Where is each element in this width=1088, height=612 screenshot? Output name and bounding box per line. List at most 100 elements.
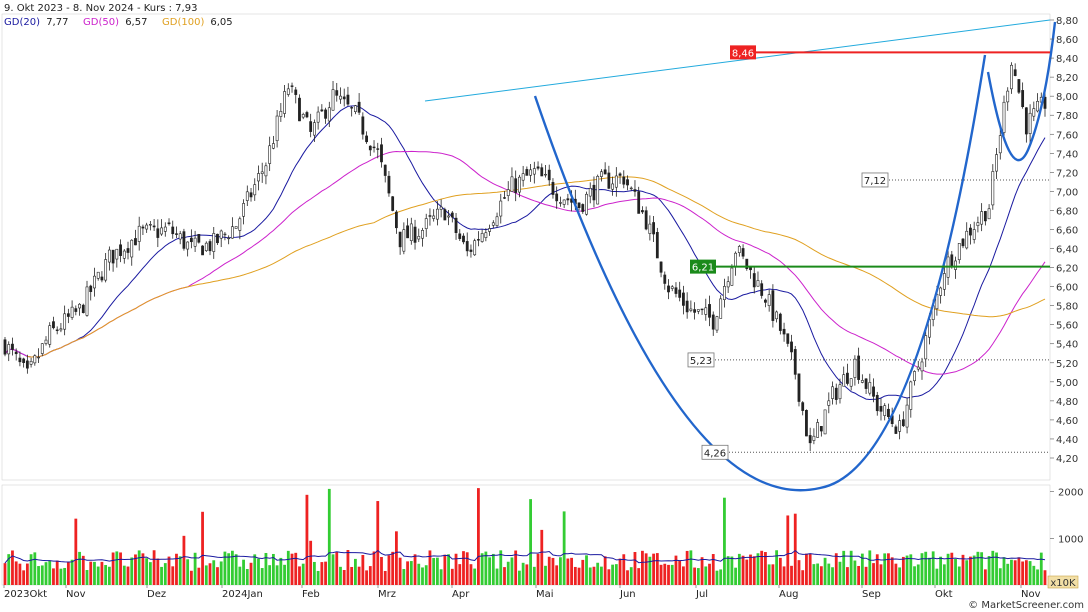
candle	[443, 207, 447, 221]
candle-body	[588, 188, 592, 197]
volume-bar	[126, 566, 130, 585]
candle	[723, 278, 726, 308]
candle-body	[842, 374, 846, 387]
candle-body	[428, 215, 432, 217]
candle	[409, 217, 413, 245]
volume-bar	[1039, 552, 1043, 585]
candle-body	[860, 380, 864, 383]
volume-bar	[439, 569, 443, 585]
candle-body	[566, 198, 570, 201]
price-tick-label: 8,20	[1056, 73, 1078, 84]
candle	[894, 424, 898, 435]
volume-bar	[96, 566, 100, 585]
volume-bar	[320, 562, 324, 585]
volume-bar	[1006, 563, 1010, 585]
volume-bar	[346, 550, 350, 585]
level-label-box	[690, 259, 716, 274]
price-tick-label: 6,00	[1056, 283, 1078, 294]
volume-bar	[808, 553, 812, 585]
candle-body	[536, 166, 540, 169]
candle	[1006, 87, 1010, 111]
candle-body	[879, 406, 883, 412]
candle-body	[857, 355, 861, 380]
chart-header: 9. Okt 2023 - 8. Nov 2024 - Kurs : 7,93 G…	[4, 3, 233, 28]
volume-bar	[887, 553, 890, 585]
candle	[603, 162, 607, 175]
candle	[301, 112, 305, 120]
volume-bar	[227, 553, 231, 585]
volume-bar	[741, 555, 745, 585]
volume-bar	[462, 551, 465, 585]
candle	[480, 229, 484, 243]
candle	[312, 119, 316, 142]
plot-area	[1, 13, 1051, 481]
candle-body	[96, 271, 100, 279]
volume-bar	[592, 566, 596, 585]
level-label: 7,12	[864, 176, 886, 187]
candle-body	[663, 274, 667, 284]
level-label: 6,21	[692, 263, 714, 274]
candle	[454, 213, 458, 240]
candle	[227, 235, 231, 245]
candle-body	[644, 210, 648, 230]
candle	[857, 347, 861, 384]
price-tick-label: 4,60	[1056, 416, 1078, 427]
candle-body	[413, 226, 417, 243]
price-tick-label: 8,60	[1056, 35, 1078, 46]
volume-bar	[991, 550, 995, 585]
volume-bar	[186, 559, 190, 585]
volume-bar	[406, 561, 409, 585]
volume-bar	[711, 554, 715, 585]
candle-body	[592, 184, 596, 201]
candle-body	[74, 308, 78, 312]
candle	[331, 80, 335, 111]
candle-body	[868, 382, 872, 394]
volume-bar	[518, 570, 521, 585]
candle	[111, 249, 115, 272]
volume-bar	[696, 568, 700, 585]
time-tick-label: Feb	[302, 589, 320, 600]
candle-body	[685, 300, 689, 313]
candle	[1017, 79, 1021, 95]
volume-bar	[801, 570, 805, 585]
candle	[693, 302, 697, 320]
candle-body	[25, 360, 29, 369]
candle	[197, 233, 201, 244]
candle	[939, 286, 943, 304]
level-8-46: 8,46	[730, 45, 1050, 60]
ma-20-line	[4, 105, 1046, 401]
volume-bar	[189, 570, 193, 585]
volume-bar	[305, 494, 309, 585]
time-tick-label: Nov	[66, 589, 86, 600]
candle-body	[648, 223, 652, 234]
candle	[208, 239, 212, 256]
candle	[219, 229, 223, 248]
candle	[1013, 63, 1017, 77]
candle	[555, 186, 559, 209]
volume-bar	[503, 567, 506, 585]
volume-bar	[100, 561, 104, 585]
candle	[790, 334, 793, 360]
candle	[245, 185, 249, 207]
volume-bar	[819, 566, 823, 585]
candle	[286, 83, 290, 97]
candle	[965, 222, 969, 250]
volume-bar	[786, 515, 790, 585]
candle-body	[920, 361, 924, 372]
candle-body	[670, 286, 674, 289]
candle	[592, 176, 596, 208]
level-label: 8,46	[732, 48, 754, 59]
candle	[898, 414, 902, 440]
candle-body	[361, 116, 365, 135]
candle-body	[327, 107, 331, 122]
candle	[383, 164, 387, 183]
candle-body	[913, 371, 916, 382]
volume-bar	[160, 566, 163, 585]
candle	[961, 238, 965, 249]
candle-body	[391, 196, 395, 211]
volume-bar	[704, 566, 708, 585]
candle-body	[525, 169, 529, 176]
volume-bar	[905, 555, 909, 585]
candle-body	[93, 275, 96, 289]
candle	[838, 378, 842, 404]
